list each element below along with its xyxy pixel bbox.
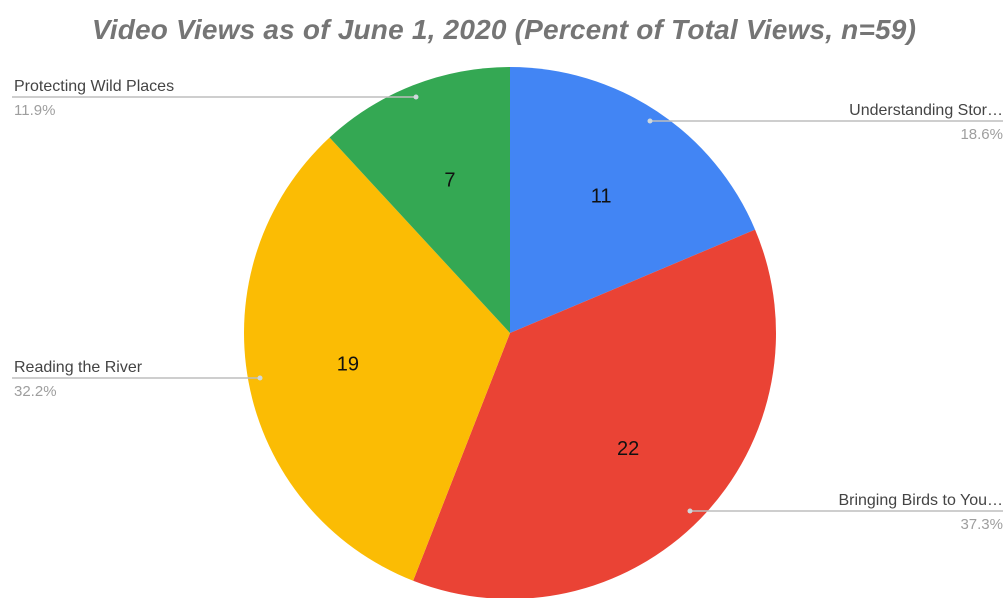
callout-category-label: Understanding Stor… — [849, 102, 1003, 119]
callout-category-label: Protecting Wild Places — [14, 78, 174, 95]
callout-anchor-dot — [687, 508, 693, 514]
callout-percent-label: 37.3% — [960, 516, 1003, 533]
slice-value-label: 11 — [591, 186, 612, 208]
callout-anchor-dot — [413, 94, 419, 100]
slice-value-label: 7 — [444, 169, 455, 191]
callout-percent-label: 32.2% — [14, 383, 57, 400]
pie-slice-bringing-birds-to-you — [413, 229, 776, 598]
slice-value-label: 22 — [617, 438, 639, 460]
callout-percent-label: 11.9% — [14, 102, 55, 119]
pie-slice-protecting-wild-places — [329, 67, 510, 333]
chart-title: Video Views as of June 1, 2020 (Percent … — [91, 14, 917, 45]
pie-slice-reading-the-river — [243, 137, 510, 581]
callout-anchor-dot — [257, 375, 263, 381]
callout-category-label: Reading the River — [14, 359, 143, 376]
callout-leader-lines — [12, 94, 1003, 514]
callout-percent-label: 18.6% — [960, 126, 1003, 143]
slice-value-label: 19 — [337, 354, 359, 376]
pie-slices — [243, 67, 776, 598]
pie-labels: 11 Understanding Stor… 18.6% 22 Bringing Bir… — [14, 78, 1003, 533]
callout-anchor-dot — [647, 118, 653, 124]
callout-category-label: Bringing Birds to You… — [838, 492, 1003, 509]
pie-slice-understanding-stor — [510, 67, 756, 333]
